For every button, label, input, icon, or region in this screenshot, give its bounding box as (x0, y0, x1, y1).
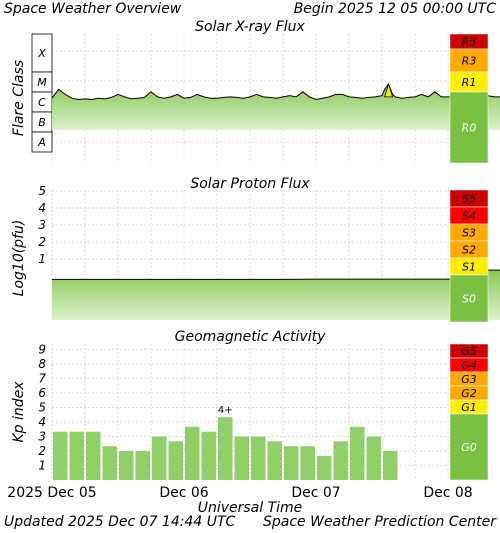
scale-label: S5 (462, 193, 476, 206)
y-tick-label: 5 (38, 184, 46, 198)
y-axis-label: Kp index (11, 381, 27, 443)
kp-bar (152, 436, 167, 480)
scale-label: S1 (462, 261, 476, 274)
flare-class-tick: C (38, 96, 46, 109)
x-tick-label: Dec 07 (291, 485, 340, 501)
scale-cell (449, 413, 489, 481)
scale-label: S4 (462, 210, 476, 223)
proton-flux-line (52, 269, 500, 280)
kp-bar (201, 431, 216, 480)
y-tick-label: 3 (38, 218, 46, 232)
scale-label: R1 (462, 76, 477, 89)
y-tick-label: 1 (38, 252, 46, 266)
panel-title: Geomagnetic Activity (175, 329, 326, 345)
x-axis-label: Universal Time (198, 500, 303, 516)
y-tick-label: 8 (38, 357, 46, 371)
scale-label: R0 (462, 122, 477, 135)
scale-label: G1 (461, 401, 477, 414)
y-tick-label: 2 (38, 444, 46, 458)
kp-bar (234, 436, 249, 480)
scale-cell (449, 274, 489, 323)
kp-bar (185, 426, 200, 480)
kp-bar (218, 417, 233, 480)
y-tick-label: 4 (38, 415, 46, 429)
flare-class-tick: X (37, 47, 46, 60)
scale-label: R3 (462, 55, 477, 68)
scale-label: G2 (461, 387, 477, 400)
kp-bar (333, 441, 348, 480)
kp-bar (350, 426, 365, 480)
x-tick-label: 2025 Dec 05 (7, 485, 96, 501)
kp-bar (102, 446, 117, 480)
y-tick-label: 3 (38, 430, 46, 444)
kp-bar (383, 451, 398, 480)
kp-bar (284, 446, 299, 480)
panel-title: Solar Proton Flux (190, 176, 310, 192)
y-tick-label: 5 (38, 401, 46, 415)
kp-bar (135, 451, 150, 480)
x-tick-label: Dec 06 (159, 485, 208, 501)
scale-cell (449, 91, 489, 164)
scale-label: G4 (461, 359, 477, 372)
flare-class-tick: B (38, 116, 46, 129)
app-title: Space Weather Overview (4, 1, 182, 17)
y-axis-label: Log10(pfu) (11, 220, 27, 297)
xray-peak (384, 82, 394, 98)
y-tick-label: 7 (38, 372, 46, 386)
scale-label: S3 (462, 227, 476, 240)
y-tick-label: 9 (38, 343, 46, 357)
y-tick-label: 1 (38, 459, 46, 473)
begin-time: Begin 2025 12 05 00:00 UTC (293, 1, 496, 17)
scale-label: S2 (462, 244, 476, 257)
panel-title: Solar X-ray Flux (195, 19, 305, 35)
scale-label: G0 (461, 441, 477, 454)
kp-bar (251, 436, 266, 480)
x-tick-label: Dec 08 (423, 485, 472, 501)
kp-bar (69, 431, 84, 480)
y-tick-label: 4 (38, 201, 46, 215)
kp-bar (53, 431, 68, 480)
kp-bar (366, 436, 381, 480)
kp-annotation: 4+ (218, 405, 233, 416)
scale-label: G3 (461, 373, 477, 386)
kp-bar (317, 455, 332, 480)
kp-bar (119, 451, 134, 480)
scale-label: R5 (462, 36, 477, 49)
flare-class-tick: A (37, 136, 46, 149)
y-tick-label: 6 (38, 386, 46, 400)
kp-bar (168, 441, 183, 480)
kp-bar (86, 431, 101, 480)
kp-bar (300, 446, 315, 480)
scale-label: G5 (461, 345, 477, 358)
flare-class-box (31, 131, 53, 153)
y-tick-label: 2 (38, 235, 46, 249)
kp-bar (267, 441, 282, 480)
proton-flux-area (52, 270, 500, 320)
flare-class-tick: M (37, 76, 47, 89)
updated-time: Updated 2025 Dec 07 14:44 UTC (4, 514, 236, 530)
y-axis-label: Flare Class (11, 60, 27, 136)
prediction-center: Space Weather Prediction Center (262, 514, 496, 530)
scale-label: S0 (462, 293, 476, 306)
